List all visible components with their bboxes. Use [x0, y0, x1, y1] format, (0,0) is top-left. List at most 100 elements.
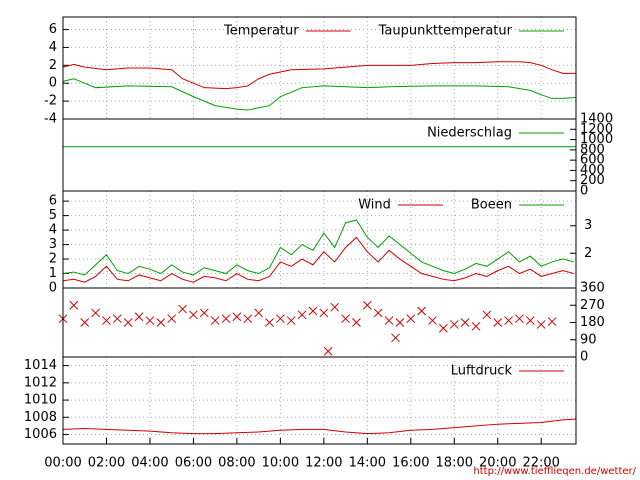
y-tick-label: 6: [49, 194, 57, 209]
scatter-point: [189, 310, 198, 320]
x-tick-label: 02:00: [88, 456, 125, 471]
y-tick-label: -2: [44, 94, 57, 109]
scatter-point: [232, 312, 242, 322]
y-tick-label: 1200: [580, 122, 613, 137]
y2-tick-label: 2: [584, 246, 592, 261]
scatter-point: [330, 302, 340, 312]
scatter-point: [297, 310, 307, 320]
scatter-point: [493, 318, 503, 327]
y-tick-label: 180: [580, 315, 605, 330]
legend-label: Boeen: [471, 198, 512, 213]
y-tick-label: 1: [49, 266, 57, 281]
y-tick-label: 4: [49, 40, 57, 55]
scatter-point: [102, 316, 111, 325]
scatter-point: [362, 300, 372, 310]
scatter-point: [384, 316, 394, 325]
plot-frame: [62, 356, 577, 445]
y-tick-label: 3: [49, 237, 57, 252]
scatter-point: [145, 316, 155, 325]
x-tick-label: 06:00: [175, 456, 212, 471]
scatter-point: [156, 318, 166, 327]
y-tick-label: 0: [580, 350, 588, 365]
x-tick-label: 04:00: [131, 456, 168, 471]
y-tick-label: 6: [49, 22, 57, 37]
scatter-point: [406, 314, 416, 324]
y-tick-label: 600: [580, 153, 605, 168]
x-tick-label: 14:00: [349, 456, 386, 471]
scatter-point: [80, 318, 90, 327]
x-tick-label: 22:00: [522, 456, 559, 471]
scatter-point: [286, 316, 296, 325]
scatter-point: [417, 306, 427, 316]
y-tick-label: 0: [580, 184, 588, 199]
scatter-point: [134, 312, 144, 322]
scatter-point: [515, 314, 524, 324]
x-tick-label: 20:00: [479, 456, 516, 471]
y-tick-label: 800: [580, 142, 605, 157]
scatter-point: [276, 314, 285, 324]
scatter-point: [341, 314, 350, 324]
series-line: [62, 78, 577, 111]
scatter-point: [428, 316, 437, 325]
legend-label: Niederschlag: [427, 126, 512, 141]
y-tick-label: 0: [49, 281, 57, 296]
y-tick-label: 90: [580, 332, 597, 347]
y-tick-label: 1014: [24, 358, 57, 373]
plot-frame: [62, 287, 577, 358]
x-tick-label: 16:00: [392, 456, 429, 471]
scatter-point: [319, 308, 329, 318]
series-line: [62, 236, 574, 283]
legend-label: Luftdruck: [451, 364, 513, 379]
y-tick-label: -4: [44, 112, 57, 127]
scatter-point: [391, 333, 400, 343]
scatter-point: [221, 314, 231, 324]
scatter-point: [308, 306, 318, 316]
y-tick-label: 400: [580, 163, 605, 178]
y-tick-label: 1008: [24, 410, 57, 425]
scatter-point: [178, 304, 187, 314]
scatter-point: [525, 316, 535, 325]
y-tick-label: 5: [49, 208, 57, 223]
y-tick-label: 2: [49, 58, 57, 73]
legend-label: Temperatur: [223, 24, 299, 39]
y-tick-label: 0: [49, 76, 57, 91]
scatter-point: [460, 318, 470, 327]
scatter-point: [123, 318, 133, 327]
footer-url: http://www.tiefflieqen.de/wetter/: [473, 466, 636, 477]
scatter-point: [439, 323, 448, 333]
scatter-point: [352, 318, 361, 327]
x-tick-label: 18:00: [436, 456, 473, 471]
scatter-point: [265, 318, 274, 327]
x-tick-label: 10:00: [262, 456, 299, 471]
scatter-point: [91, 308, 100, 318]
y-tick-label: 360: [580, 281, 605, 296]
scatter-point: [112, 314, 122, 324]
scatter-point: [536, 320, 546, 329]
legend-label: Wind: [358, 198, 391, 213]
scatter-point: [471, 321, 481, 331]
scatter-point: [243, 314, 253, 324]
y-tick-label: 1012: [24, 375, 57, 390]
y-tick-label: 1006: [24, 427, 57, 442]
scatter-point: [199, 308, 209, 318]
scatter-point: [449, 320, 459, 329]
series-line: [62, 418, 577, 435]
scatter-point: [395, 318, 405, 327]
y-tick-label: 1000: [580, 132, 613, 147]
scatter-point: [167, 314, 177, 324]
y-tick-label: 1010: [24, 393, 57, 408]
scatter-point: [504, 316, 513, 325]
scatter-point: [210, 316, 220, 325]
series-line: [62, 219, 574, 276]
scatter-point: [254, 308, 263, 318]
x-tick-label: 08:00: [218, 456, 255, 471]
scatter-point: [323, 346, 333, 356]
y-tick-label: 4: [49, 223, 57, 238]
scatter-point: [69, 300, 79, 310]
y-tick-label: 2: [49, 252, 57, 267]
scatter-point: [373, 308, 383, 318]
y-tick-label: 200: [580, 173, 605, 188]
scatter-point: [547, 317, 557, 326]
y-tick-label: 270: [580, 298, 605, 313]
